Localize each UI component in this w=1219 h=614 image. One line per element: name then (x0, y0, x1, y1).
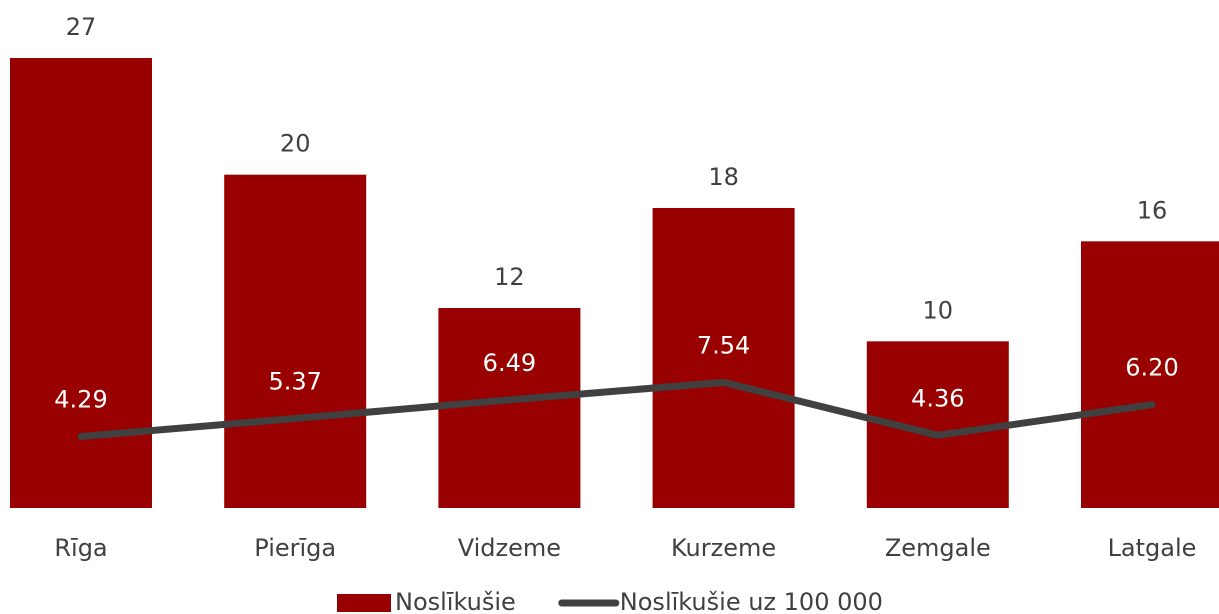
x-tick-label: Rīga (54, 534, 107, 562)
line-value-label: 5.37 (268, 368, 321, 396)
x-tick-label: Zemgale (885, 534, 991, 562)
line-value-label: 7.54 (697, 331, 750, 359)
x-tick-label: Latgale (1108, 534, 1197, 562)
bar (10, 58, 152, 508)
x-tick-label: Vidzeme (458, 534, 561, 562)
line-value-label: 6.49 (483, 349, 536, 377)
bar (438, 308, 581, 508)
line-value-label: 4.36 (911, 384, 964, 412)
bar-value-label: 16 (1137, 196, 1168, 224)
bar-value-label: 27 (66, 13, 97, 41)
bar-value-label: 18 (708, 163, 739, 191)
bar (1081, 241, 1219, 509)
line-value-label: 4.29 (54, 386, 107, 414)
line-value-label: 6.20 (1125, 354, 1178, 382)
legend-swatch (337, 594, 391, 612)
bar (652, 208, 795, 508)
legend-label: Noslīkušie uz 100 000 (620, 588, 883, 614)
bar-value-label: 20 (280, 130, 311, 158)
bar (224, 174, 367, 508)
legend-label: Noslīkušie (395, 588, 516, 614)
line (77, 378, 1156, 440)
x-tick-label: Pierīga (254, 534, 336, 562)
bar-value-label: 12 (494, 263, 525, 291)
bar-value-label: 10 (923, 296, 954, 324)
x-tick-label: Kurzeme (671, 534, 776, 562)
